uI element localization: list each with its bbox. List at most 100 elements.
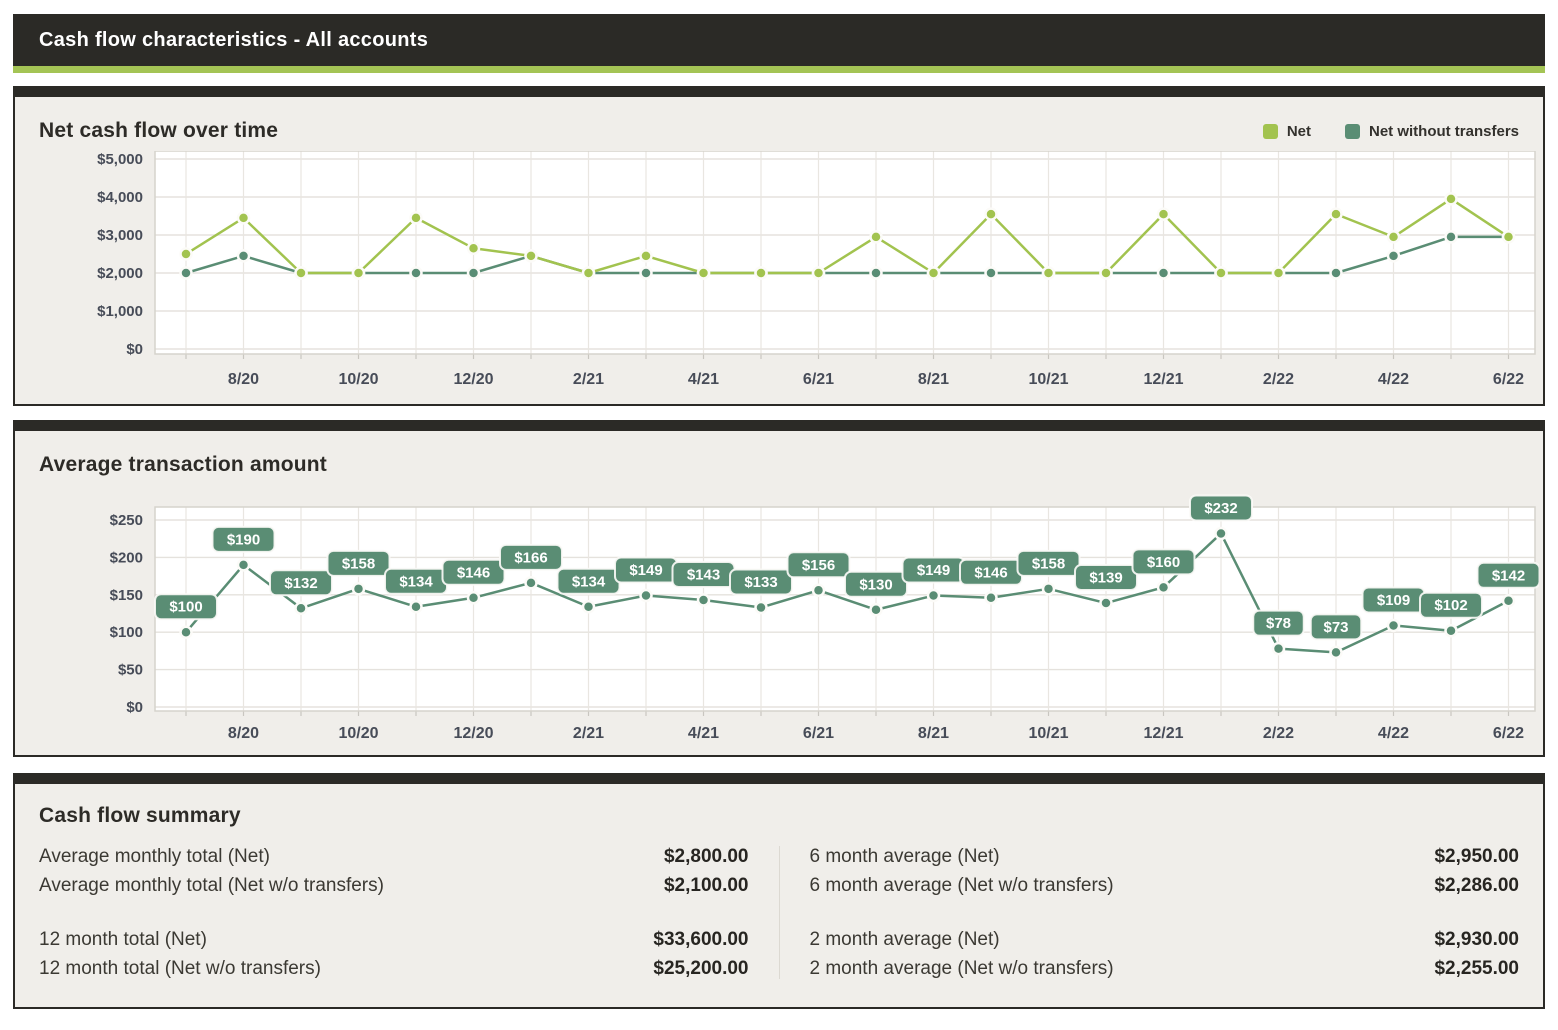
average-transaction-amount-data-point[interactable] xyxy=(468,592,479,603)
net-data-point[interactable] xyxy=(1388,231,1399,242)
value-badge: $134 xyxy=(558,569,620,594)
net-data-point[interactable] xyxy=(1216,268,1227,279)
x-axis-tick-label: 4/22 xyxy=(1378,371,1409,388)
y-axis-tick-label: $3,000 xyxy=(97,227,143,244)
average-transaction-amount-data-point[interactable] xyxy=(928,590,939,601)
average-transaction-amount-data-point[interactable] xyxy=(1216,528,1227,539)
net-without-transfers-data-point[interactable] xyxy=(1331,268,1342,279)
value-badge: $143 xyxy=(673,562,735,587)
average-transaction-amount-data-point[interactable] xyxy=(181,627,192,638)
net-without-transfers-data-point[interactable] xyxy=(986,268,997,279)
net-data-point[interactable] xyxy=(986,209,997,220)
value-badge: $160 xyxy=(1133,549,1195,574)
summary-left-column: Average monthly total (Net)$2,800.00Aver… xyxy=(39,842,749,983)
average-transaction-amount-data-point[interactable] xyxy=(238,559,249,570)
avg-transaction-chart: $0$50$100$150$200$2508/2010/2012/202/214… xyxy=(39,485,1519,745)
net-data-point[interactable] xyxy=(698,268,709,279)
x-axis-tick-label: 2/21 xyxy=(573,371,604,388)
x-axis-tick-label: 4/22 xyxy=(1378,725,1409,742)
average-transaction-amount-data-point[interactable] xyxy=(1503,595,1514,606)
average-transaction-amount-data-point[interactable] xyxy=(756,602,767,613)
net-data-point[interactable] xyxy=(411,212,422,223)
net-data-point[interactable] xyxy=(238,212,249,223)
value-badge-text: $78 xyxy=(1266,615,1291,632)
net-without-transfers-data-point[interactable] xyxy=(871,268,882,279)
cash-flow-summary-title: Cash flow summary xyxy=(39,804,241,827)
net-without-transfers-data-point[interactable] xyxy=(1446,231,1457,242)
net-data-point[interactable] xyxy=(353,268,364,279)
average-transaction-amount-data-point[interactable] xyxy=(986,592,997,603)
net-without-transfers-data-point[interactable] xyxy=(641,268,652,279)
net-data-point[interactable] xyxy=(1158,209,1169,220)
average-transaction-amount-data-point[interactable] xyxy=(296,603,307,614)
net-data-point[interactable] xyxy=(583,268,594,279)
average-transaction-amount-data-point[interactable] xyxy=(1331,647,1342,658)
average-transaction-amount-data-point[interactable] xyxy=(353,583,364,594)
summary-label: 2 month average (Net w/o transfers) xyxy=(810,958,1114,980)
x-axis-tick-label: 4/21 xyxy=(688,725,719,742)
x-axis-tick-label: 10/20 xyxy=(338,725,378,742)
average-transaction-amount-data-point[interactable] xyxy=(1273,643,1284,654)
net-without-transfers-data-point[interactable] xyxy=(411,268,422,279)
average-transaction-amount-data-point[interactable] xyxy=(871,604,882,615)
summary-row: 2 month average (Net w/o transfers) $2,25… xyxy=(810,954,1520,983)
net-data-point[interactable] xyxy=(928,268,939,279)
net-data-point[interactable] xyxy=(181,249,192,260)
net-without-transfers-data-point[interactable] xyxy=(238,250,249,261)
net-without-transfers-data-point[interactable] xyxy=(181,268,192,279)
value-badge-text: $146 xyxy=(974,564,1007,581)
panel-net-cash-flow: Net cash flow over time Net Net without … xyxy=(13,86,1545,406)
summary-value: $2,100.00 xyxy=(664,875,749,897)
value-badge-text: $166 xyxy=(514,549,547,566)
net-data-point[interactable] xyxy=(756,268,767,279)
average-transaction-amount-data-point[interactable] xyxy=(411,601,422,612)
x-axis-tick-label: 8/20 xyxy=(228,725,259,742)
summary-divider xyxy=(779,846,780,979)
average-transaction-amount-data-point[interactable] xyxy=(583,601,594,612)
summary-label: Average monthly total (Net w/o transfers… xyxy=(39,875,384,897)
summary-row: Average monthly total (Net w/o transfers… xyxy=(39,871,749,900)
net-data-point[interactable] xyxy=(1043,268,1054,279)
net-data-point[interactable] xyxy=(641,250,652,261)
net-data-point[interactable] xyxy=(1101,268,1112,279)
average-transaction-amount-data-point[interactable] xyxy=(526,577,537,588)
net-data-point[interactable] xyxy=(296,268,307,279)
average-transaction-amount-data-point[interactable] xyxy=(1101,598,1112,609)
net-data-point[interactable] xyxy=(1446,193,1457,204)
net-without-transfers-data-point[interactable] xyxy=(1158,268,1169,279)
average-transaction-amount-data-point[interactable] xyxy=(641,590,652,601)
y-axis-tick-label: $2,000 xyxy=(97,265,143,282)
value-badge: $149 xyxy=(903,558,965,583)
net-without-transfers-data-point[interactable] xyxy=(1388,250,1399,261)
net-cash-flow-chart: $0$1,000$2,000$3,000$4,000$5,0008/2010/2… xyxy=(39,151,1519,394)
value-badge: $130 xyxy=(845,572,907,597)
summary-body: Average monthly total (Net)$2,800.00Aver… xyxy=(39,842,1519,983)
value-badge: $166 xyxy=(500,545,562,570)
value-badge-text: $190 xyxy=(227,531,260,548)
summary-value: $2,800.00 xyxy=(664,846,749,868)
net-data-point[interactable] xyxy=(468,243,479,254)
x-axis-tick-label: 10/21 xyxy=(1028,371,1068,388)
net-data-point[interactable] xyxy=(1273,268,1284,279)
x-axis-tick-label: 10/21 xyxy=(1028,725,1068,742)
net-data-point[interactable] xyxy=(871,231,882,242)
average-transaction-amount-data-point[interactable] xyxy=(1043,583,1054,594)
average-transaction-amount-data-point[interactable] xyxy=(813,585,824,596)
net-data-point[interactable] xyxy=(526,250,537,261)
value-badge-text: $133 xyxy=(744,574,777,591)
value-badge-text: $134 xyxy=(572,573,606,590)
summary-value: $2,255.00 xyxy=(1434,958,1519,980)
summary-value: $33,600.00 xyxy=(653,929,748,951)
net-data-point[interactable] xyxy=(1503,231,1514,242)
x-axis-tick-label: 6/22 xyxy=(1493,371,1524,388)
summary-value: $2,286.00 xyxy=(1434,875,1519,897)
net-data-point[interactable] xyxy=(813,268,824,279)
average-transaction-amount-data-point[interactable] xyxy=(1446,625,1457,636)
net-without-transfers-data-point[interactable] xyxy=(468,268,479,279)
average-transaction-amount-data-point[interactable] xyxy=(1158,582,1169,593)
average-transaction-amount-data-point[interactable] xyxy=(1388,620,1399,631)
average-transaction-amount-data-point[interactable] xyxy=(698,595,709,606)
value-badge: $102 xyxy=(1420,593,1482,618)
net-data-point[interactable] xyxy=(1331,209,1342,220)
y-axis-tick-label: $250 xyxy=(110,512,143,529)
